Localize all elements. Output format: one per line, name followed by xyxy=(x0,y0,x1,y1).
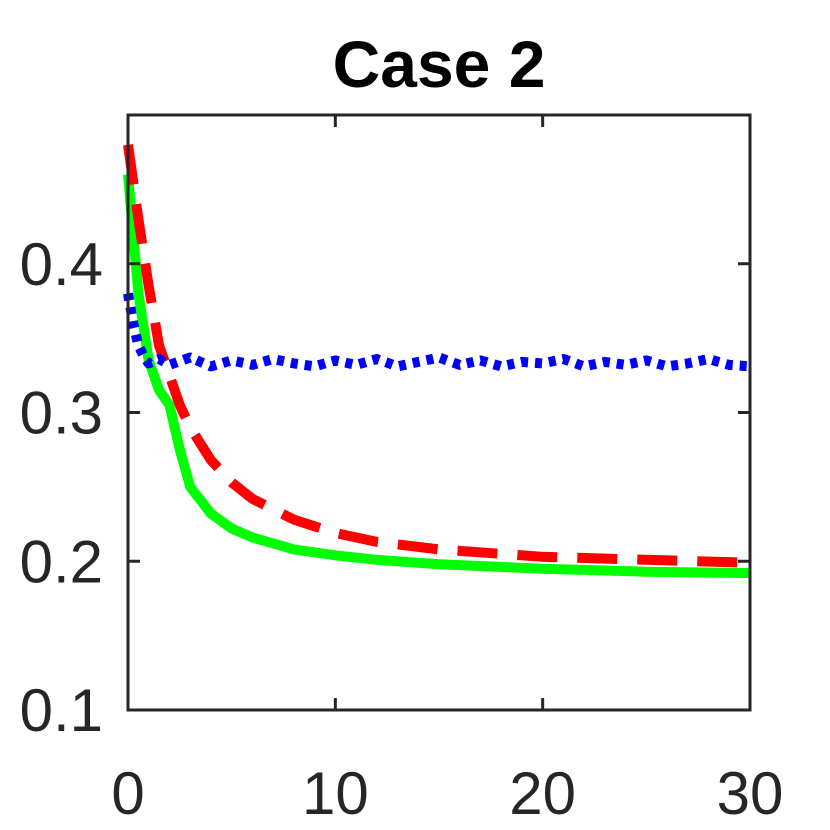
y-tick-label: 0.1 xyxy=(20,677,103,744)
y-tick-label: 0.3 xyxy=(20,380,103,447)
x-tick-label: 20 xyxy=(509,760,576,827)
series-line-2 xyxy=(123,144,751,568)
y-tick-label: 0.4 xyxy=(20,231,103,298)
x-tick-label: 30 xyxy=(717,760,784,827)
plot-frame xyxy=(126,113,752,712)
series-line-1 xyxy=(123,174,751,579)
x-tick-label: 0 xyxy=(111,760,144,827)
x-tick-label: 10 xyxy=(302,760,369,827)
chart-title: Case 2 xyxy=(333,27,546,101)
y-tick-label: 0.2 xyxy=(20,528,103,595)
series-line-3 xyxy=(123,292,751,372)
